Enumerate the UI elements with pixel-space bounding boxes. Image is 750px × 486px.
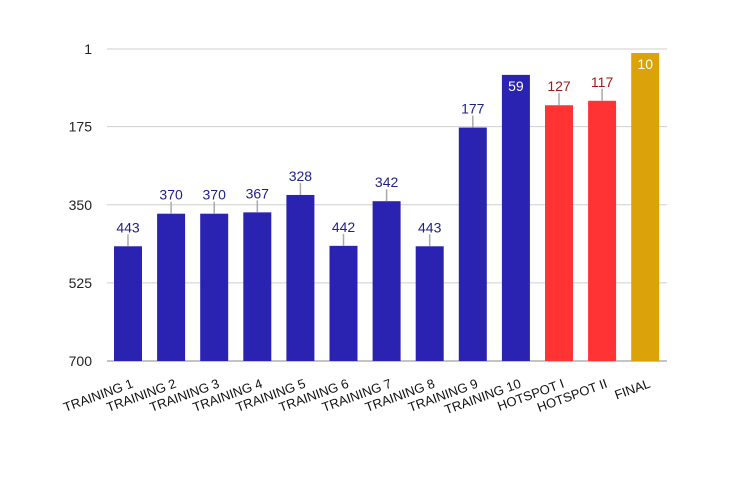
bar — [329, 245, 358, 361]
data-label: 342 — [375, 174, 399, 190]
y-tick-label: 1 — [84, 41, 92, 57]
data-label: 177 — [461, 101, 485, 117]
data-label: 443 — [116, 219, 140, 235]
data-label: 117 — [591, 74, 614, 90]
data-label: 443 — [418, 219, 442, 235]
data-label: 370 — [159, 187, 183, 203]
bar — [458, 127, 487, 361]
bar — [243, 212, 272, 361]
bar — [501, 74, 530, 361]
y-tick-label: 525 — [69, 275, 93, 291]
y-axis-ticks: 1 175 350 525 700 — [69, 41, 93, 369]
y-tick-label: 350 — [69, 197, 93, 213]
bar — [631, 53, 660, 362]
data-label: 127 — [547, 78, 571, 94]
data-label: 328 — [289, 168, 313, 184]
bar — [588, 100, 617, 361]
y-tick-label: 700 — [69, 353, 93, 369]
bar — [286, 194, 315, 361]
bar — [372, 201, 401, 361]
y-tick-label: 175 — [69, 119, 93, 135]
data-label: 442 — [332, 219, 356, 235]
x-category-label: FINAL — [612, 376, 652, 403]
bar — [114, 246, 142, 361]
data-label: 370 — [203, 187, 227, 203]
bar — [415, 246, 444, 361]
bar — [157, 213, 186, 361]
data-label: 59 — [508, 78, 524, 94]
bar — [545, 105, 573, 361]
data-label: 367 — [246, 185, 270, 201]
data-label: 10 — [637, 56, 653, 72]
bars — [114, 53, 660, 362]
bar — [200, 213, 229, 361]
data-labels: 443 370 370 367 328 442 342 443 177 59 127 117 10 — [116, 56, 653, 247]
